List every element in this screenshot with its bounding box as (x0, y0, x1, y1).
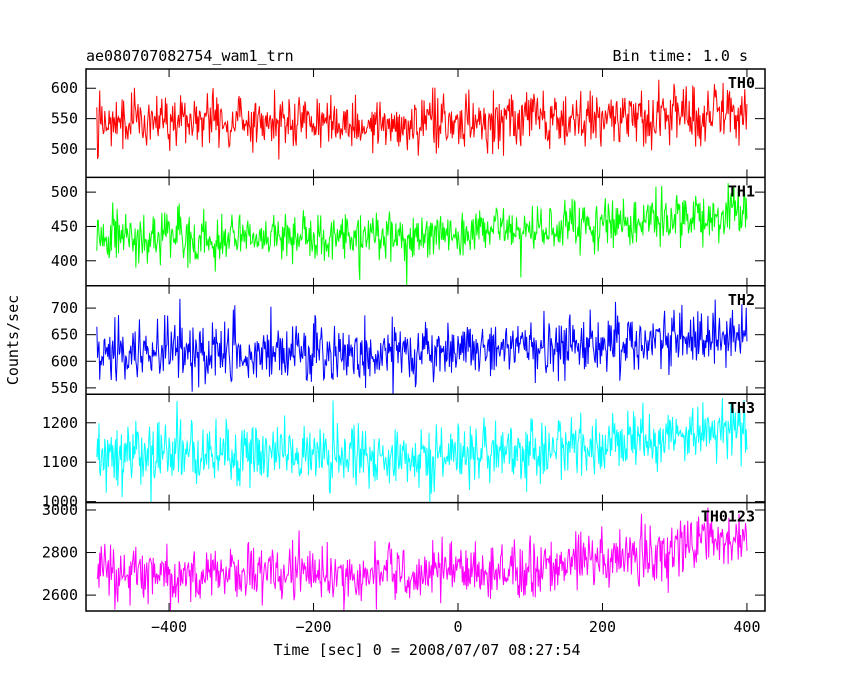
x-axis-label: Time [sec] 0 = 2008/07/07 08:27:54 (273, 641, 580, 659)
x-tick-label: 200 (589, 618, 616, 636)
y-tick-label: 600 (51, 352, 78, 370)
panels: 500 550 600 TH0 400 450 500 TH1 550 600 650 700 TH2 1… (42, 69, 765, 636)
y-tick-label: 1100 (42, 453, 78, 471)
chart-title: ae080707082754_wam1_trn (86, 47, 294, 65)
panel-th1: 400 450 500 TH1 (51, 176, 765, 286)
y-tick-label: 1000 (42, 493, 78, 511)
y-tick-label: 400 (51, 252, 78, 270)
x-tick-label: −200 (295, 618, 331, 636)
y-tick-label: 550 (51, 379, 78, 397)
x-tick-label: 0 (453, 618, 462, 636)
y-tick-label: 700 (51, 299, 78, 317)
y-tick-label: 3000 (42, 501, 78, 519)
panel-th0123: 2600 2800 3000 TH0123 (42, 501, 765, 612)
y-tick-label: 550 (51, 110, 78, 128)
panel-label-th2: TH2 (728, 291, 755, 309)
chart-subtitle: Bin time: 1.0 s (613, 47, 748, 65)
panel-label-th0: TH0 (728, 74, 755, 92)
y-tick-label: 1200 (42, 414, 78, 432)
panel-th3: 1000 1100 1200 TH3 (42, 393, 765, 511)
series-line-th0 (96, 79, 748, 160)
x-tick-label: 400 (733, 618, 760, 636)
y-axis-label: Counts/sec (4, 295, 22, 385)
series-line-th0123 (96, 507, 748, 612)
y-tick-label: 500 (51, 140, 78, 158)
panel-label-th1: TH1 (728, 182, 755, 200)
y-tick-label: 650 (51, 326, 78, 344)
panel-label-th0123: TH0123 (701, 508, 755, 526)
series-line-th2 (96, 298, 748, 395)
series-line-th1 (96, 183, 748, 286)
y-tick-label: 2600 (42, 586, 78, 604)
y-tick-label: 2800 (42, 544, 78, 562)
y-tick-label: 500 (51, 183, 78, 201)
y-tick-label: 450 (51, 217, 78, 235)
series-line-th3 (96, 398, 748, 503)
panel-th0: 500 550 600 TH0 (51, 69, 765, 178)
plot-frame (85, 68, 766, 612)
y-tick-label: 600 (51, 79, 78, 97)
x-tick-label: −400 (151, 618, 187, 636)
panel-label-th3: TH3 (728, 399, 755, 417)
panel-th2: 550 600 650 700 TH2 (51, 285, 765, 397)
